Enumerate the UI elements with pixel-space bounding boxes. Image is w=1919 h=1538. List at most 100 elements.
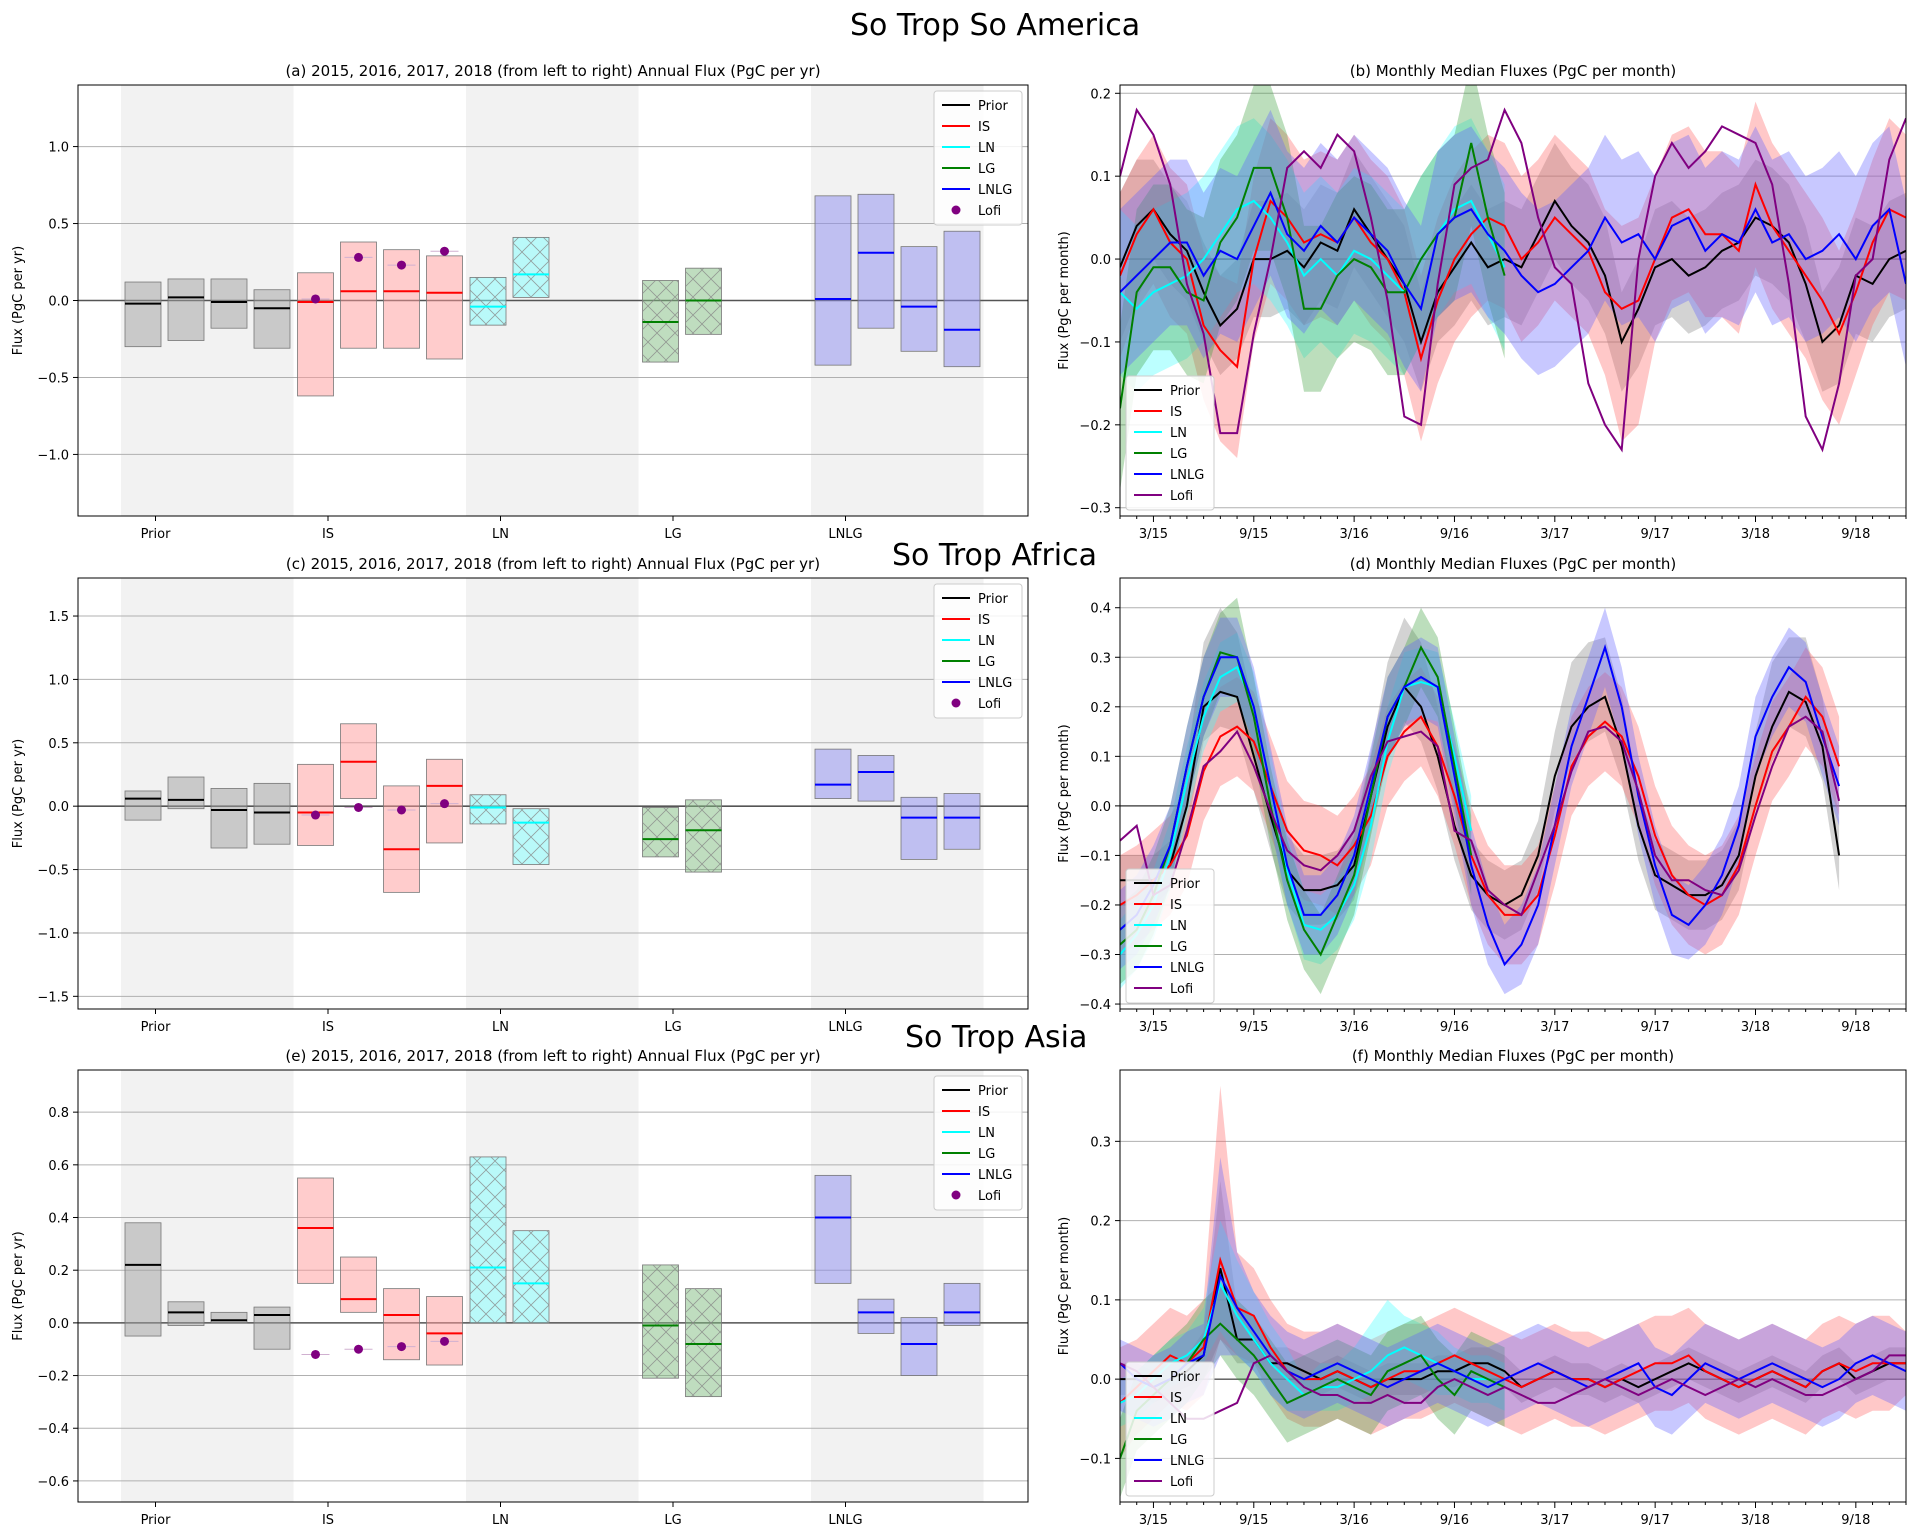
axes-frame — [1119, 1069, 1907, 1503]
x-tick-label: 3/17 — [1540, 1020, 1569, 1035]
legend-label-lnlg: LNLG — [1170, 1454, 1204, 1469]
panel-title-a: (a) 2015, 2016, 2017, 2018 (from left to… — [285, 62, 820, 80]
lofi-point — [397, 1342, 406, 1352]
box-hatch — [470, 277, 506, 326]
legend-label-is: IS — [978, 120, 990, 135]
legend-label-ln: LN — [1170, 919, 1187, 934]
x-tick-label: IS — [322, 1513, 334, 1528]
band-prior — [1120, 143, 1906, 392]
box-lnlg — [857, 1298, 895, 1334]
box-is — [426, 758, 463, 844]
x-tick-label: Prior — [141, 1020, 172, 1035]
box-lnlg — [900, 1317, 938, 1376]
legend-box — [1125, 1361, 1215, 1497]
axes-frame — [77, 84, 1029, 517]
x-tick-label: LN — [492, 1513, 509, 1528]
x-tick-label: 9/17 — [1641, 1020, 1670, 1035]
y-tick-label: −0.1 — [1079, 849, 1111, 864]
legend-box — [1125, 375, 1215, 511]
box-lnlg — [814, 748, 852, 799]
legend-label-lnlg: LNLG — [978, 1168, 1012, 1183]
legend-label-lofi: Lofi — [978, 1189, 1001, 1204]
box-prior — [253, 289, 291, 349]
box-hatch — [513, 1230, 549, 1323]
y-axis-label-d: Flux (PgC per month) — [1057, 724, 1072, 863]
x-tick-label: LNLG — [828, 1020, 862, 1035]
legend-marker-lofi — [951, 205, 961, 215]
panel-a: (a) 2015, 2016, 2017, 2018 (from left to… — [11, 62, 1029, 542]
y-tick-label: −0.4 — [1079, 998, 1111, 1013]
legend-label-is: IS — [978, 613, 990, 628]
box-prior — [124, 281, 162, 348]
box-lnlg — [900, 246, 938, 352]
x-tick-label: 3/15 — [1139, 1020, 1168, 1035]
legend-label-ln: LN — [978, 141, 995, 156]
legend-label-prior: Prior — [978, 99, 1009, 114]
x-tick-label: LNLG — [828, 527, 862, 542]
box-prior — [210, 788, 248, 849]
box-prior — [210, 278, 248, 329]
series-line-lnlg — [1120, 190, 1906, 312]
x-tick-label: 3/18 — [1741, 1513, 1770, 1528]
x-tick-label: IS — [322, 1020, 334, 1035]
box-lnlg — [943, 1282, 981, 1326]
y-tick-label: 0.2 — [1090, 87, 1111, 102]
box-hatch — [513, 808, 549, 865]
panel-e: (e) 2015, 2016, 2017, 2018 (from left to… — [11, 1047, 1029, 1528]
plot-area — [1120, 85, 1906, 516]
y-tick-label: 0.4 — [48, 1212, 69, 1227]
y-tick-label: 0.0 — [1090, 800, 1111, 815]
region-title-asia: So Trop Asia — [905, 1020, 1088, 1055]
box-is — [426, 1296, 463, 1366]
lofi-point — [440, 1336, 449, 1346]
y-tick-label: 0.3 — [1090, 651, 1111, 666]
y-tick-label: −0.5 — [37, 371, 69, 386]
lofi-point — [354, 802, 363, 812]
x-tick-label: LG — [664, 1020, 681, 1035]
band-lnlg — [1120, 109, 1906, 392]
y-tick-label: −0.2 — [1079, 419, 1111, 434]
legend-label-prior: Prior — [1170, 877, 1201, 892]
box-is — [340, 1256, 377, 1313]
box-lnlg — [814, 195, 852, 366]
series-layer — [1120, 85, 1906, 492]
x-tick-label: LNLG — [828, 1513, 862, 1528]
lofi-point — [440, 799, 449, 809]
band-is — [1120, 101, 1906, 458]
panel-title-f: (f) Monthly Median Fluxes (PgC per month… — [1352, 1047, 1674, 1065]
lofi-point — [354, 252, 363, 262]
lofi-point — [311, 294, 320, 304]
box-is — [383, 785, 420, 893]
legend-label-prior: Prior — [1170, 1370, 1201, 1385]
legend-label-lofi: Lofi — [978, 697, 1001, 712]
legend-label-prior: Prior — [978, 1084, 1009, 1099]
y-tick-label: 1.5 — [48, 610, 69, 625]
series-line-lofi — [1120, 715, 1841, 917]
y-tick-label: 0.0 — [48, 295, 69, 310]
y-tick-label: −0.1 — [1079, 336, 1111, 351]
y-tick-label: 1.0 — [48, 673, 69, 688]
series-line-prior — [1120, 685, 1841, 907]
legend-box — [933, 1075, 1023, 1211]
band-ln — [1120, 632, 1472, 990]
legend-label-lofi: Lofi — [978, 204, 1001, 219]
x-tick-label: IS — [322, 527, 334, 542]
legend-label-lg: LG — [978, 162, 995, 177]
lofi-point — [440, 246, 449, 256]
y-tick-label: 0.0 — [1090, 1373, 1111, 1388]
y-tick-label: −1.0 — [37, 927, 69, 942]
x-tick-label: 3/17 — [1540, 1513, 1569, 1528]
series-line-is — [1120, 181, 1906, 369]
y-tick-label: −0.1 — [1079, 1452, 1111, 1467]
axes-frame — [77, 1069, 1029, 1503]
y-tick-label: 0.4 — [1090, 602, 1111, 617]
box-lnlg — [857, 193, 895, 329]
axes-frame — [77, 577, 1029, 1010]
box-prior — [167, 1301, 205, 1326]
box-prior — [124, 1222, 162, 1337]
y-tick-label: 0.3 — [1090, 1135, 1111, 1150]
series-line-lnlg — [1120, 644, 1841, 967]
box-hatch — [685, 1288, 722, 1397]
x-tick-label: LN — [492, 1020, 509, 1035]
legend-label-lnlg: LNLG — [1170, 468, 1204, 483]
